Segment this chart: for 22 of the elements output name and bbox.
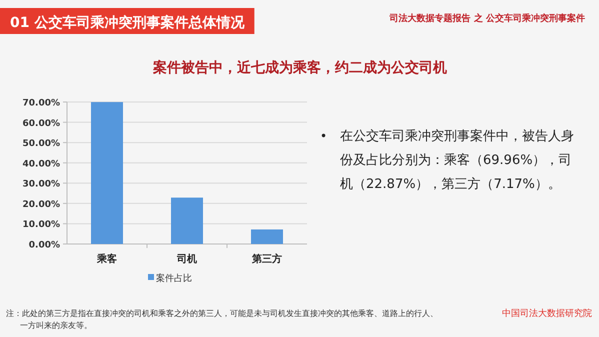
legend-label: 案件占比 [156, 273, 192, 284]
x-tick-label: 第三方 [251, 253, 282, 265]
bar [251, 229, 283, 244]
bar [171, 198, 203, 244]
y-tick-label: 40.00% [22, 159, 60, 170]
text: 司法大数据专题报告 之 公交车司乘冲突刑事案件 [388, 13, 585, 24]
y-tick-label: 10.00% [22, 220, 60, 230]
text: •在公交车司乘冲突刑事案件中，被告人身份及占比分别为：乘客（69.96%），司机（22.87%），第三方（7.17%）。 [320, 128, 574, 192]
y-tick-label: 50.00% [22, 139, 60, 150]
chart-title: 01 公交车司乘冲突刑事案件总体情况 [10, 14, 246, 31]
text: 中国司法大数据研究院 [502, 308, 592, 319]
text: 注：此处的第三方是指在直接冲突的司机和乘客之外的第三人，可能是未与司机发生直接冲突的其他乘客、道路上的行人、 [6, 309, 438, 318]
y-tick-label: 0.00% [28, 240, 60, 250]
text: 一方叫来的亲友等。 [20, 321, 92, 330]
y-tick-label: 30.00% [22, 180, 60, 190]
bar [91, 102, 123, 244]
chart-subtitle: 案件被告中，近七成为乘客，约二成为公交司机 [152, 59, 447, 76]
y-tick-label: 70.00% [22, 98, 60, 108]
x-tick-label: 乘客 [96, 253, 117, 265]
y-tick-label: 60.00% [22, 118, 60, 129]
y-tick-label: 20.00% [22, 200, 60, 210]
x-tick-label: 司机 [176, 253, 197, 265]
